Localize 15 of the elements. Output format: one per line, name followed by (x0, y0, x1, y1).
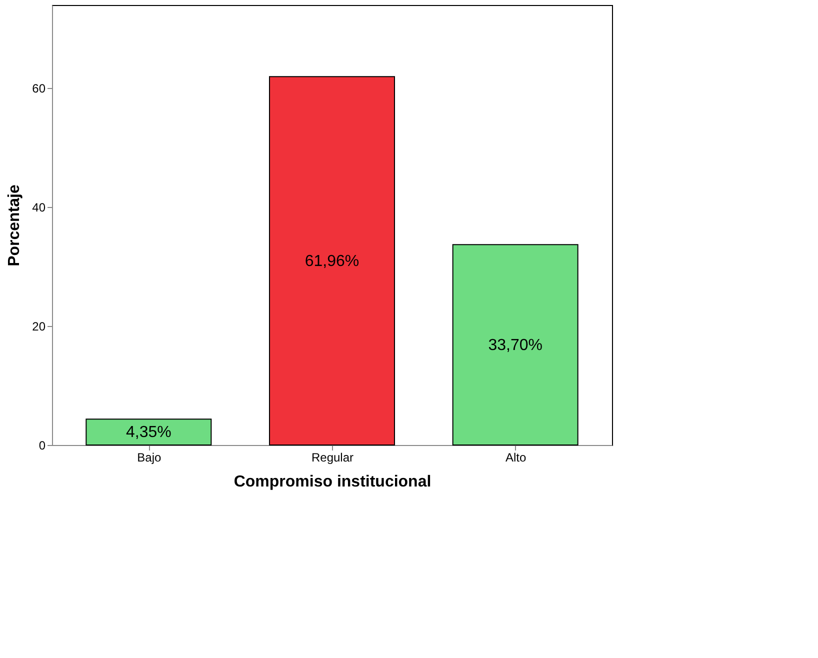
data-label: 33,70% (488, 336, 542, 354)
bar (86, 418, 212, 446)
data-label: 61,96% (304, 252, 360, 270)
x-tick-label: Alto (505, 450, 526, 464)
x-tick-label: Bajo (137, 450, 162, 464)
y-tick-label: 0 (38, 438, 46, 452)
x-axis-title: Compromiso institucional (234, 474, 432, 490)
data-label: 4,35% (126, 424, 172, 442)
x-tick-label: Regular (311, 450, 354, 464)
bar (452, 244, 578, 446)
y-tick-label: 60 (32, 82, 46, 96)
y-axis-title: Porcentaje (6, 184, 24, 266)
bar (269, 76, 395, 446)
y-tick-label: 20 (32, 320, 46, 334)
y-tick-label: 40 (32, 200, 46, 215)
